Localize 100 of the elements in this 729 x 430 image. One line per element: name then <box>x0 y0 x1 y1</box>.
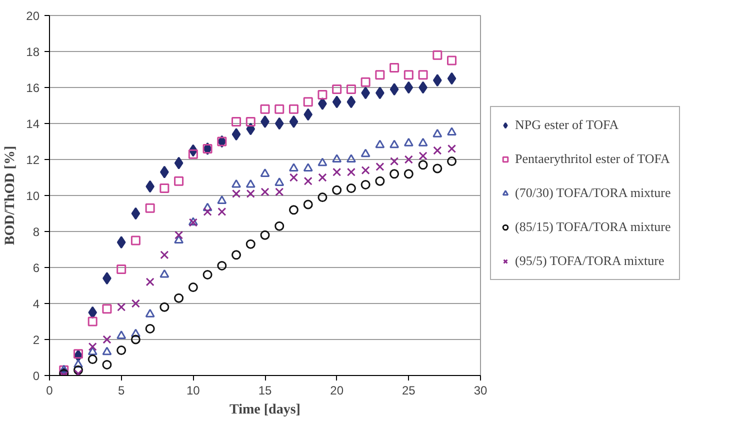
point <box>260 230 270 240</box>
point <box>146 278 154 286</box>
point <box>246 239 256 249</box>
point <box>375 140 385 148</box>
y-tick-label: 12 <box>26 153 40 167</box>
point <box>160 302 170 312</box>
point <box>375 176 385 186</box>
point <box>188 282 198 292</box>
point <box>88 346 98 356</box>
legend-label: (85/15) TOFA/TORA mixture <box>515 219 671 235</box>
y-tick-label: 2 <box>32 333 40 347</box>
point <box>346 96 356 108</box>
point <box>404 138 414 146</box>
point <box>160 184 170 194</box>
point <box>274 117 284 130</box>
point <box>88 354 98 364</box>
point <box>246 189 255 198</box>
point <box>432 128 442 138</box>
point <box>376 162 384 171</box>
point <box>131 299 140 308</box>
point <box>102 360 112 370</box>
point <box>217 260 227 270</box>
point <box>390 157 399 166</box>
point <box>102 304 112 314</box>
point <box>332 84 342 94</box>
point <box>360 77 370 87</box>
y-tick-label: 20 <box>26 9 40 23</box>
point <box>346 154 356 163</box>
y-tick-label: 10 <box>26 189 40 203</box>
point <box>360 180 370 190</box>
point <box>160 269 170 278</box>
legend-label: NPG ester of TOFA <box>515 117 619 133</box>
point <box>447 72 456 85</box>
point <box>289 173 298 182</box>
y-tick-label: 18 <box>26 45 40 59</box>
point <box>130 236 140 246</box>
point <box>102 346 112 356</box>
point <box>418 138 428 146</box>
point <box>303 163 313 172</box>
point <box>404 155 413 164</box>
point <box>174 293 184 303</box>
point <box>288 205 298 215</box>
point <box>346 184 356 194</box>
point <box>145 203 155 213</box>
point <box>174 176 184 186</box>
point <box>318 90 328 100</box>
point <box>447 144 456 153</box>
point <box>174 235 184 244</box>
point <box>390 83 399 96</box>
y-tick-label: 6 <box>32 261 40 275</box>
point <box>447 156 457 166</box>
point <box>217 196 227 204</box>
point <box>174 230 184 240</box>
point <box>304 176 312 186</box>
x-axis-title: Time [days] <box>230 402 300 418</box>
point <box>318 158 328 166</box>
point <box>303 200 313 210</box>
x-tick-label: 15 <box>258 384 272 398</box>
point <box>432 164 442 174</box>
point <box>73 365 83 375</box>
point <box>88 306 98 319</box>
point <box>332 96 342 108</box>
point <box>260 104 270 114</box>
x-tick-label: 5 <box>118 384 125 398</box>
point <box>289 115 298 128</box>
y-tick-label: 8 <box>32 225 40 239</box>
point <box>246 179 256 188</box>
point <box>130 328 140 338</box>
point <box>375 70 385 80</box>
point <box>88 316 98 326</box>
point <box>232 189 241 198</box>
point <box>332 168 342 176</box>
point <box>232 128 241 141</box>
point <box>288 104 298 114</box>
point <box>404 81 414 94</box>
point <box>404 169 414 179</box>
point <box>361 166 370 175</box>
point <box>145 308 155 318</box>
x-tick-label: 30 <box>474 384 488 398</box>
point <box>117 302 126 312</box>
point <box>418 70 428 80</box>
point <box>116 346 126 356</box>
point <box>188 149 198 159</box>
point <box>432 50 442 60</box>
legend-label: (95/5) TOFA/TORA mixture <box>515 253 664 269</box>
point <box>404 70 414 80</box>
y-tick-label: 0 <box>32 369 40 383</box>
x-tick-label: 0 <box>46 384 54 398</box>
point <box>332 185 342 195</box>
point <box>304 108 313 121</box>
point <box>73 349 83 359</box>
point <box>346 168 356 176</box>
point <box>447 56 457 66</box>
point <box>360 148 370 158</box>
point <box>260 168 270 177</box>
legend-label: (70/30) TOFA/TORA mixture <box>515 185 671 201</box>
x-tick-label: 10 <box>186 384 200 398</box>
point <box>232 116 242 126</box>
point <box>288 163 298 172</box>
point <box>260 188 270 196</box>
